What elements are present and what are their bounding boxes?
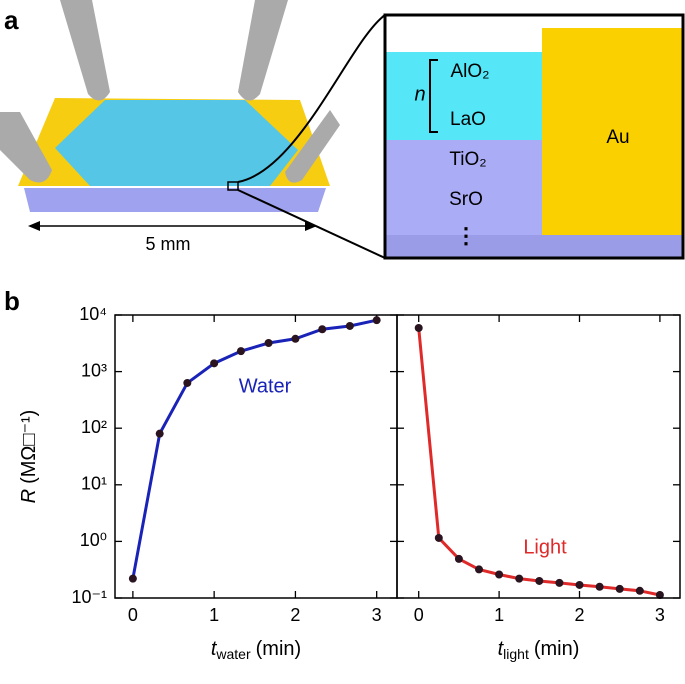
repeat-label: n: [414, 83, 425, 105]
layer-label: ⋮: [455, 223, 477, 248]
data-line: [131, 318, 377, 579]
x-label-subscript: water: [215, 646, 251, 662]
y-tick-label: 10¹: [81, 474, 107, 494]
electrode-label: Au: [606, 127, 629, 148]
data-point: [655, 590, 664, 599]
device: [0, 0, 386, 259]
data-point: [236, 347, 245, 356]
data-point: [264, 339, 273, 348]
x-label-subscript: light: [503, 646, 529, 662]
data-point: [128, 574, 137, 583]
x-label-unit: (min): [256, 638, 302, 660]
y-tick-label: 10⁰: [80, 530, 107, 550]
x-tick-label: 0: [414, 605, 424, 625]
data-point: [155, 429, 164, 438]
x-axis-label: tlight (min): [498, 638, 580, 661]
data-point: [495, 570, 504, 579]
data-point: [454, 554, 463, 563]
layer-label: TiO₂: [449, 149, 486, 170]
annotation: Light: [523, 536, 567, 558]
data-point: [515, 574, 524, 583]
x-axis-label: twater (min): [211, 638, 301, 661]
data-point: [291, 334, 300, 343]
x-label-unit: (min): [534, 638, 580, 660]
layer-label: AlO₂: [450, 61, 489, 82]
annotation: Water: [239, 375, 292, 397]
y-tick-label: 10³: [81, 360, 107, 380]
x-tick-label: 2: [574, 605, 584, 625]
y-label-unit: (MΩ□⁻¹): [18, 410, 40, 484]
inset: [383, 13, 685, 260]
layer-label: SrO: [449, 189, 483, 210]
x-label-symbol: t: [211, 638, 218, 660]
data-point: [414, 323, 423, 332]
data-point: [635, 586, 644, 595]
data-point: [575, 580, 584, 589]
data-point: [475, 565, 484, 574]
data-point: [318, 325, 327, 334]
data-point: [595, 582, 604, 591]
plot-frame: [114, 314, 398, 599]
data-point: [615, 584, 624, 593]
x-tick-label: 3: [372, 605, 382, 625]
y-axis-label: R (MΩ□⁻¹): [18, 410, 40, 504]
y-tick-label: 10⁻¹: [71, 587, 107, 607]
layer-label: LaO: [450, 109, 486, 130]
data-point: [345, 321, 354, 330]
y-label-symbol: R: [18, 489, 40, 503]
x-label-symbol: t: [498, 638, 505, 660]
panel-label: a: [4, 5, 19, 35]
y-tick-label: 10⁴: [79, 304, 107, 324]
data-point: [210, 359, 219, 368]
x-tick-label: 2: [290, 605, 300, 625]
data-point: [535, 576, 544, 585]
data-point: [372, 316, 381, 325]
x-tick-label: 0: [128, 605, 138, 625]
x-tick-label: 1: [209, 605, 219, 625]
scale-label: 5 mm: [146, 234, 191, 254]
data-point: [555, 578, 564, 587]
data-point: [434, 533, 443, 542]
plot-frame: [396, 314, 681, 599]
panel-label: b: [4, 286, 20, 316]
x-tick-label: 3: [655, 605, 665, 625]
y-tick-label: 10²: [81, 417, 107, 437]
data-point: [183, 378, 192, 387]
x-tick-label: 1: [494, 605, 504, 625]
